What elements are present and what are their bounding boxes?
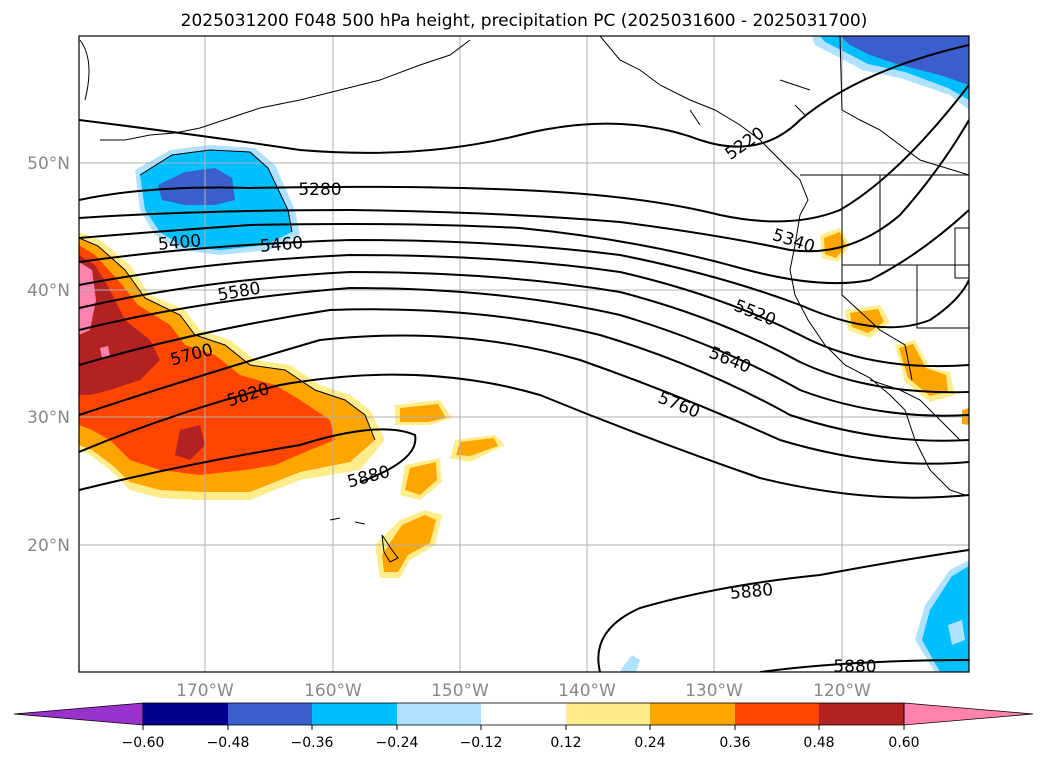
lon-label: 170°W	[176, 681, 234, 701]
precip-cell-5-inner	[824, 232, 846, 258]
contour-label: 5880	[729, 580, 774, 604]
colorbar-tick-label: −0.60	[122, 735, 165, 751]
lat-label: 20°N	[27, 536, 70, 556]
colorbar-segment	[481, 703, 566, 725]
colorbar-tick-label: 0.36	[719, 735, 750, 751]
precip-cell-2-inner	[456, 438, 498, 456]
precip-neg-0.36	[158, 168, 235, 205]
contour-label: 5460	[259, 233, 304, 257]
contour-label: 5400	[157, 231, 202, 255]
colorbar-tick-label: −0.12	[460, 735, 503, 751]
height-contours	[79, 44, 969, 672]
contour-5880-a	[79, 428, 417, 491]
lat-label: 40°N	[27, 281, 70, 301]
contour-5520	[79, 253, 969, 368]
contour-5700	[79, 308, 969, 442]
lat-label: 50°N	[27, 154, 70, 174]
colorbar-tick-labels: −0.60 −0.48 −0.36 −0.24 −0.12 0.12 0.24 …	[122, 735, 920, 751]
lon-label: 120°W	[813, 681, 871, 701]
contour-5340	[79, 119, 969, 253]
precip-cell-4-inner	[382, 515, 436, 572]
map-frame	[78, 35, 970, 673]
precip-neg-ne-0.36	[840, 36, 969, 85]
colorbar-tick-label: −0.48	[207, 735, 250, 751]
contour-5400	[79, 209, 969, 285]
precip-band-0.48-b	[175, 425, 205, 460]
contour-5640	[79, 286, 969, 417]
contour-5820	[79, 373, 969, 499]
precip-neg-se-0.36	[948, 620, 965, 645]
colorbar-extend-max	[903, 702, 1034, 726]
lon-labels: 170°W 160°W 150°W 140°W 130°W 120°W	[176, 681, 871, 701]
precip-band-0.60	[79, 262, 96, 335]
lon-label: 140°W	[558, 681, 616, 701]
colorbar-segment	[735, 703, 819, 725]
contour-5220	[79, 44, 969, 154]
colorbar-segment	[143, 703, 228, 725]
colorbar-segment	[650, 703, 735, 725]
colorbar-frame	[142, 702, 905, 726]
colorbar-segment	[397, 703, 481, 725]
colorbar-tick-label: −0.36	[291, 735, 334, 751]
contour-label: 5280	[298, 180, 341, 200]
colorbar-segment	[312, 703, 397, 725]
contour-5760	[79, 334, 969, 465]
contour-5460	[79, 238, 969, 329]
colorbar-tick-label: 0.24	[634, 735, 665, 751]
colorbar-ticks	[142, 725, 905, 730]
colorbar-tick-label: 0.12	[550, 735, 581, 751]
coastlines	[79, 36, 969, 563]
colorbar-segment	[228, 703, 312, 725]
lon-label: 160°W	[304, 681, 362, 701]
colorbar-tick-label: 0.60	[888, 735, 919, 751]
precip-cell-7-inner	[899, 344, 948, 396]
lat-label: 30°N	[27, 408, 70, 428]
lon-label: 150°W	[431, 681, 489, 701]
map-title: 2025031200 F048 500 hPa height, precipit…	[181, 11, 868, 31]
contour-5880-b	[597, 549, 969, 672]
contour-5580	[79, 270, 969, 394]
colorbar-tick-label: −0.24	[376, 735, 419, 751]
precip-band-0.60-b	[100, 346, 110, 358]
precip-neg-se-0.24	[922, 566, 969, 672]
contour-label: 5880	[833, 657, 876, 677]
colorbar-extend-min	[13, 702, 144, 726]
lon-label: 130°W	[685, 681, 743, 701]
colorbar: −0.60 −0.48 −0.36 −0.24 −0.12 0.12 0.24 …	[13, 702, 1034, 751]
contour-5880-c	[759, 659, 969, 672]
precip-neg-small	[620, 655, 640, 672]
colorbar-segment	[566, 703, 650, 725]
colorbar-tick-label: 0.48	[803, 735, 834, 751]
lat-labels: 50°N 40°N 30°N 20°N	[27, 154, 70, 556]
colorbar-segment	[819, 703, 904, 725]
graticule	[79, 36, 969, 672]
contour-5280	[79, 84, 969, 223]
precip-cell-3-inner	[405, 462, 437, 495]
